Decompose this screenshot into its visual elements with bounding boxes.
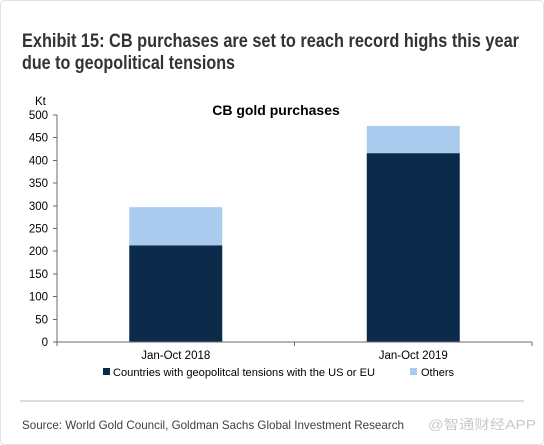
watermark: @智通财经APP (428, 417, 536, 432)
source-note: Source: World Gold Council, Goldman Sach… (22, 418, 404, 432)
exhibit-title-line-1: Exhibit 15: CB purchases are set to reac… (22, 31, 520, 52)
legend-swatch-others (410, 368, 417, 375)
bar-segment-s0-c0 (129, 245, 223, 342)
y-tick-label: 250 (29, 224, 48, 236)
bar-segment-s1-c1 (366, 125, 460, 154)
chart: Kt CB gold purchases Jan-Oct 2018 Jan-Oct… (29, 96, 533, 379)
y-tick-label: 400 (29, 155, 48, 167)
axes: Jan-Oct 2018 Jan-Oct 2019 0 50 100 150 200 250 3… (29, 110, 533, 362)
legend: Countries with geopolitcal tensions with… (103, 367, 455, 379)
y-tick-label: 500 (29, 110, 48, 122)
exhibit-title-line-2: due to geopolitical tensions (22, 53, 235, 74)
y-tick-label: 100 (29, 292, 48, 304)
y-tick-label: 150 (29, 269, 48, 281)
y-axis-unit-label: Kt (35, 96, 47, 108)
y-tick-label: 200 (29, 246, 48, 258)
legend-swatch-geopolitical (103, 368, 110, 375)
legend-label-others: Others (421, 367, 455, 379)
bar-group (129, 125, 460, 342)
y-tick-label: 0 (42, 337, 48, 349)
chart-title: CB gold purchases (212, 102, 340, 118)
x-category-label: Jan-Oct 2018 (141, 350, 210, 362)
legend-label-geopolitical: Countries with geopolitcal tensions with… (113, 367, 375, 379)
y-tick-label: 300 (29, 201, 48, 213)
y-tick-label: 50 (35, 314, 48, 326)
bar-segment-s0-c1 (366, 153, 460, 342)
y-tick-label: 450 (29, 133, 48, 145)
bar-segment-s1-c0 (129, 207, 223, 246)
x-category-label: Jan-Oct 2019 (379, 350, 448, 362)
y-tick-label: 350 (29, 178, 48, 190)
exhibit-title: Exhibit 15: CB purchases are set to reac… (22, 31, 520, 74)
